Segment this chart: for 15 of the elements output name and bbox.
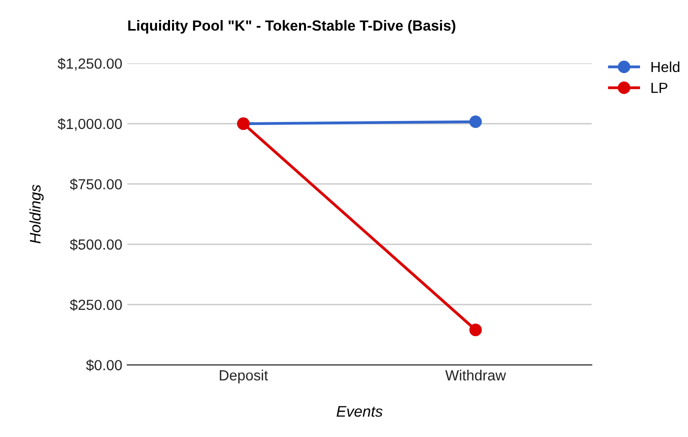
y-tick-label: $0.00 <box>86 359 122 372</box>
y-axis-title: Holdings <box>29 184 44 244</box>
y-tick-label: $1,250.00 <box>58 58 122 71</box>
x-axis-title: Events <box>336 406 383 417</box>
legend-label: Held <box>651 61 680 72</box>
chart-title: Liquidity Pool "K" - Token-Stable T-Dive (Basis) <box>128 20 456 34</box>
x-tick-label: Withdraw <box>445 370 506 380</box>
y-tick-label: $1,000.00 <box>58 118 122 131</box>
point <box>469 324 482 336</box>
y-tick-label: $750.00 <box>70 178 122 190</box>
y-tick-label: $500.00 <box>70 238 122 251</box>
x-tick-label: Deposit <box>220 370 268 384</box>
legend-label: LP <box>651 82 668 93</box>
y-tick-label: $250.00 <box>70 299 122 311</box>
point <box>469 115 482 128</box>
